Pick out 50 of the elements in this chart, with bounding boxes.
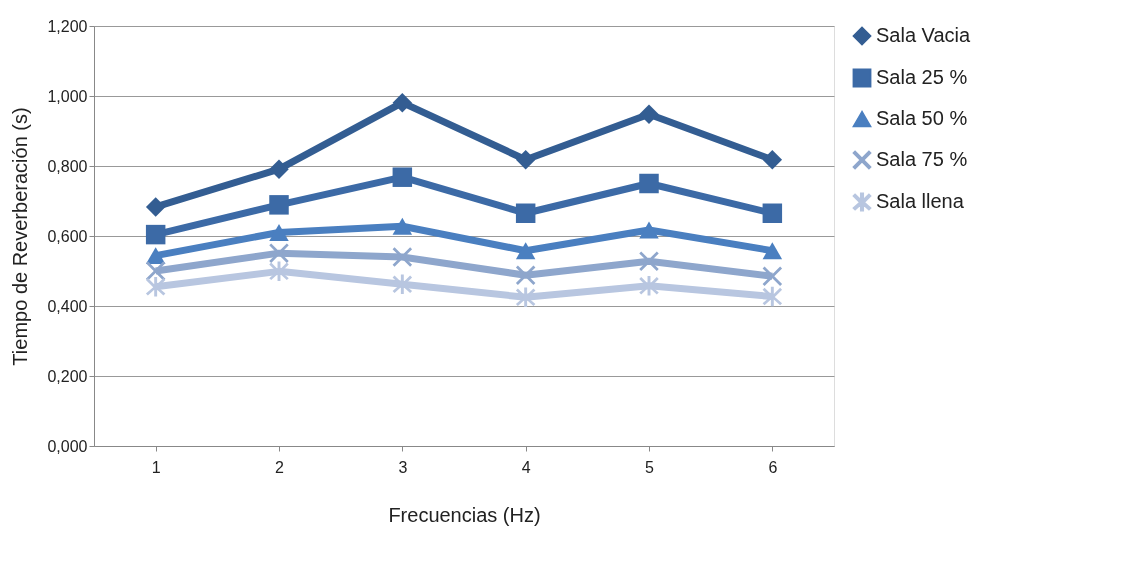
point (269, 243, 289, 263)
legend-label: Sala 25 % (876, 66, 968, 88)
point (269, 261, 289, 282)
point (515, 265, 536, 285)
point (762, 242, 783, 260)
point (392, 247, 413, 267)
y-tick-label: 0,000 (47, 437, 88, 455)
y-axis-title: Tiempo de Reverberación (s) (9, 107, 32, 366)
point (762, 203, 783, 223)
point (515, 203, 536, 223)
point (515, 149, 536, 170)
point (145, 247, 166, 265)
point (639, 275, 659, 296)
y-tick-label: 0,400 (47, 297, 88, 315)
x-tick-label: 6 (768, 458, 778, 476)
point (269, 159, 289, 179)
x-tick-label: 5 (645, 458, 655, 476)
point (762, 266, 783, 286)
x-tick-label: 4 (521, 458, 531, 476)
y-tick-label: 1,200 (47, 17, 88, 35)
x-axis-title: Frecuencias (Hz) (388, 503, 541, 526)
x-tick-label: 3 (398, 458, 408, 476)
point (145, 277, 166, 297)
y-tick-label: 1,000 (47, 87, 88, 105)
x-tick-label: 1 (151, 458, 161, 476)
point (392, 217, 413, 235)
point (762, 286, 783, 307)
legend-label: Sala 50 % (876, 107, 968, 129)
point (392, 92, 413, 113)
point (145, 224, 166, 245)
y-tick-label: 0,600 (47, 227, 88, 245)
point (639, 173, 659, 194)
point (639, 221, 659, 239)
point (269, 224, 289, 241)
x-tick-label: 2 (275, 458, 285, 476)
point (515, 242, 536, 260)
point (762, 149, 783, 170)
point (639, 251, 659, 271)
legend-label: Sala Vacia (876, 24, 972, 46)
legend-label: Sala llena (876, 190, 965, 212)
y-tick-label: 0,800 (47, 157, 88, 175)
point (639, 104, 659, 124)
point (269, 195, 289, 215)
legend-label: Sala 75 % (876, 148, 968, 170)
point (392, 167, 413, 187)
point (145, 261, 166, 281)
point (515, 287, 536, 307)
point (392, 274, 413, 295)
y-tick-label: 0,200 (47, 367, 88, 385)
point (145, 197, 166, 217)
